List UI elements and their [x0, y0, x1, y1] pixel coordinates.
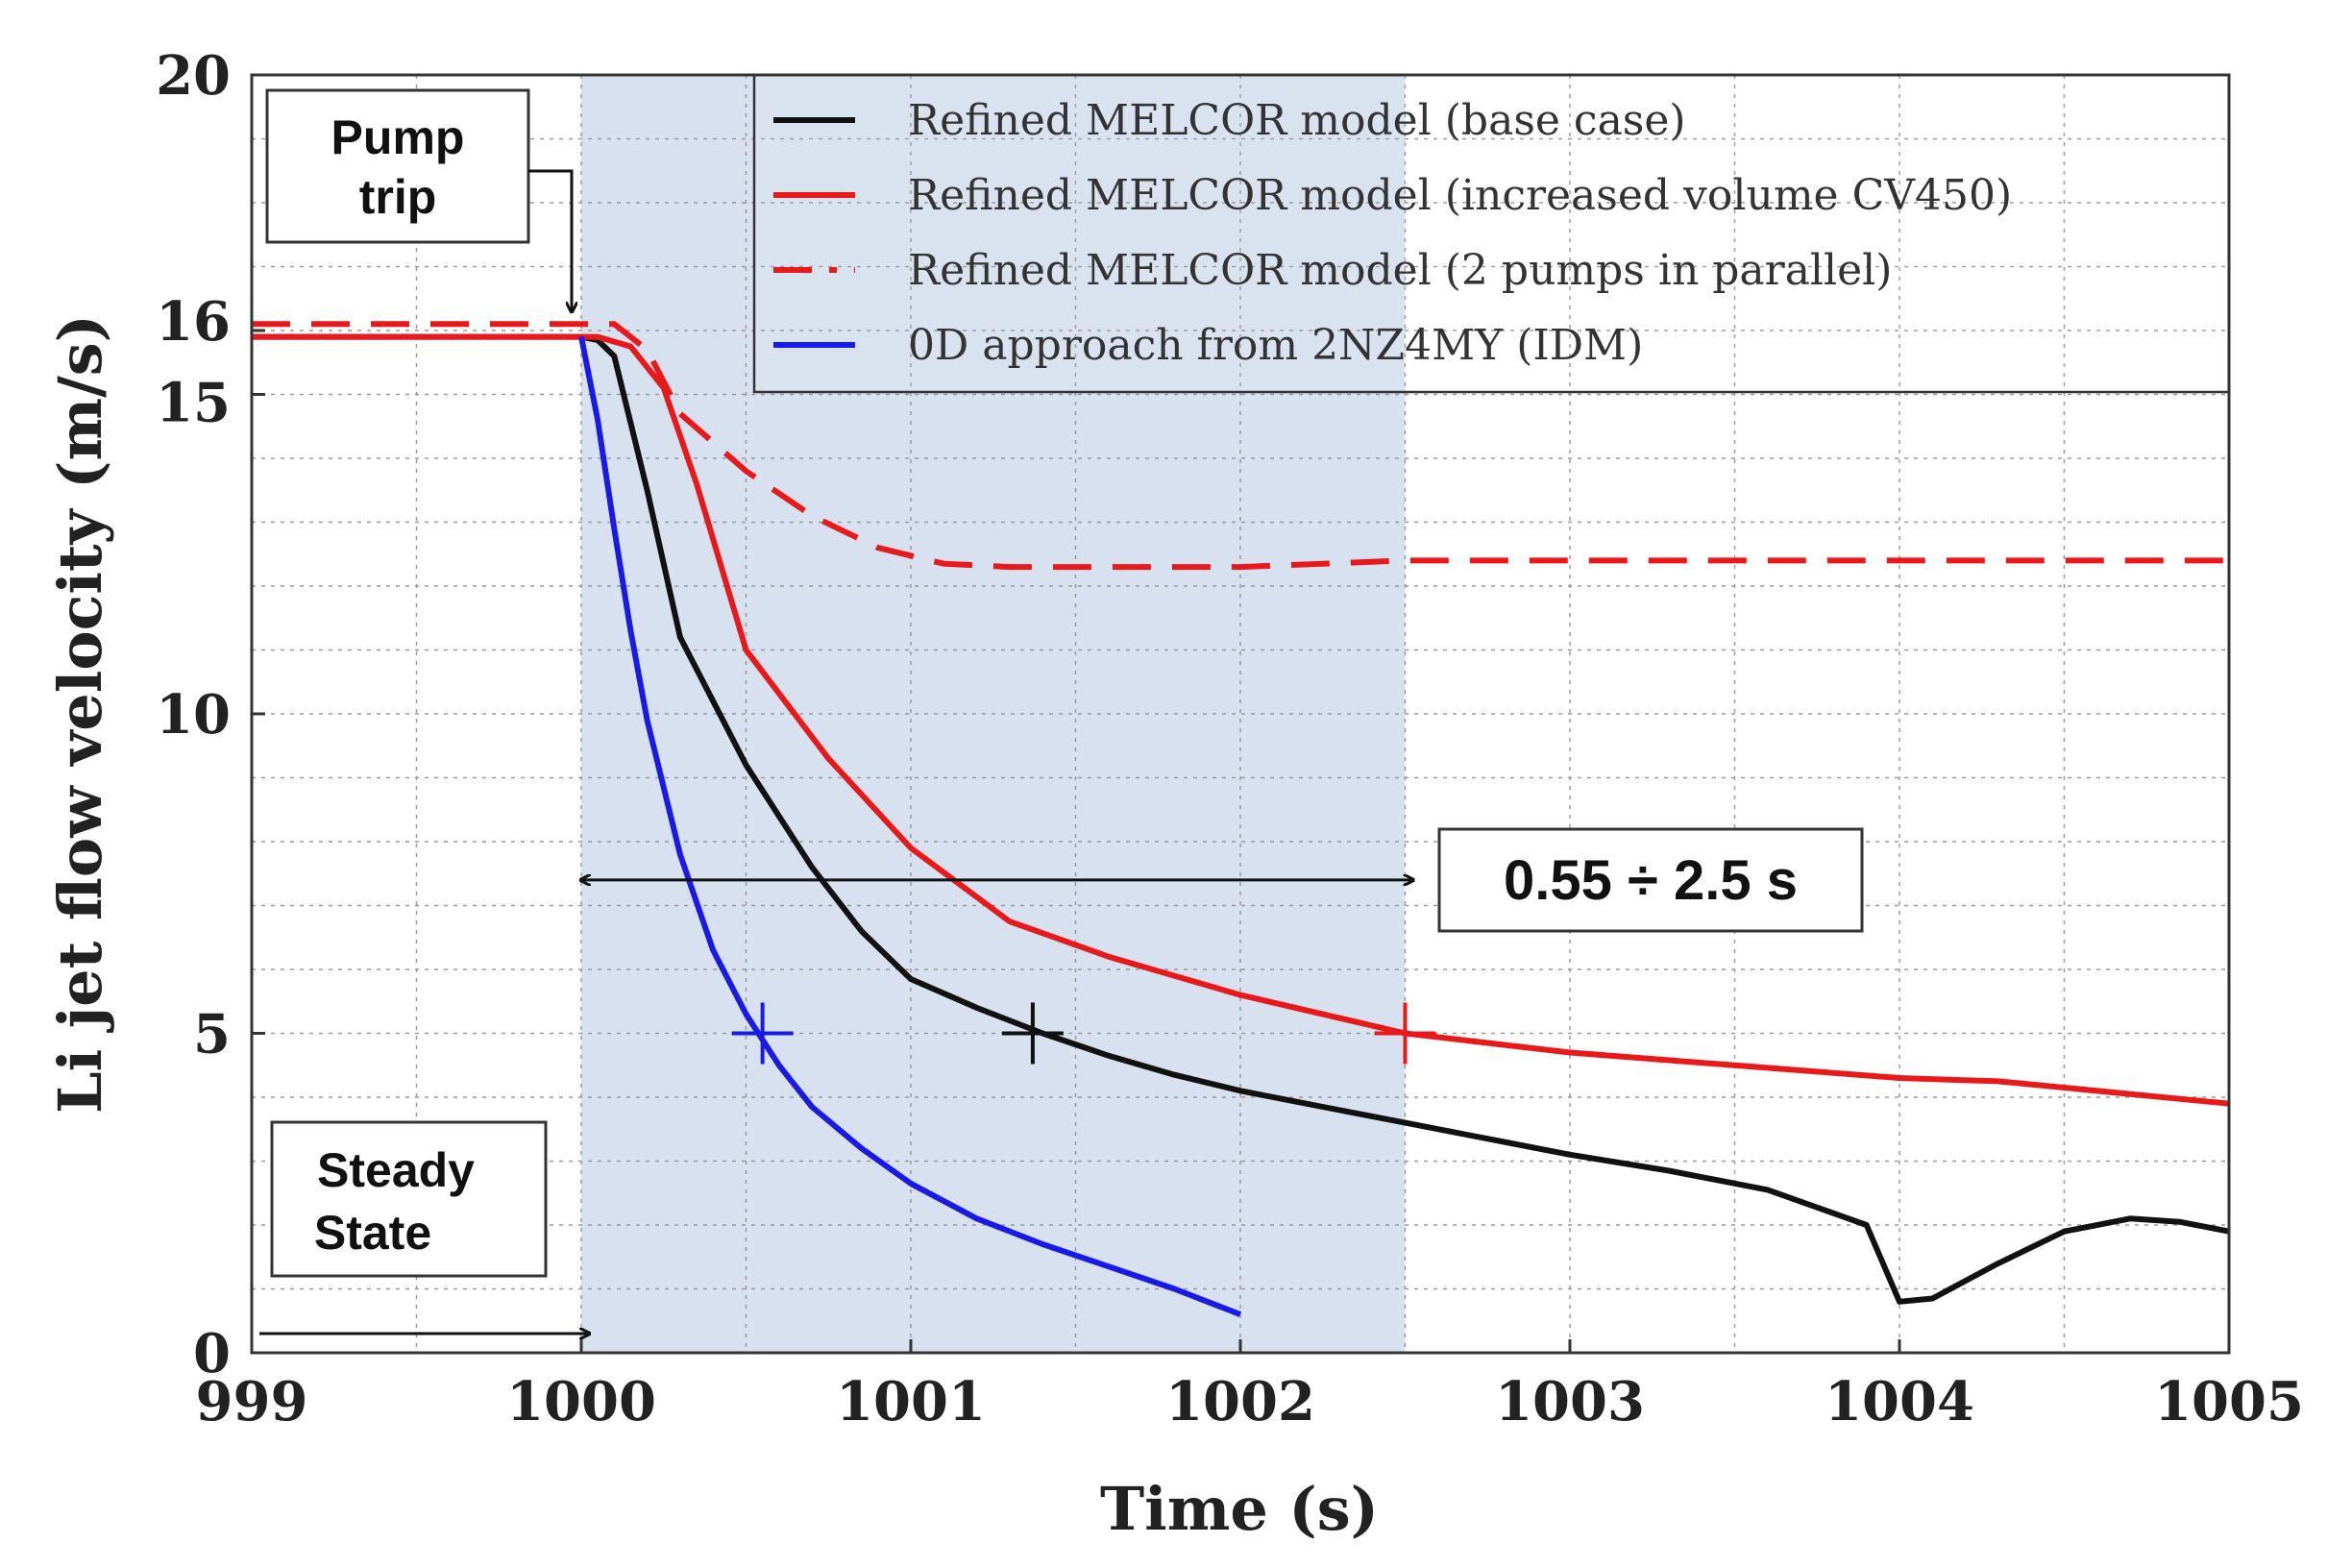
x-tick-label: 1005 [2154, 1370, 2304, 1433]
x-tick-label: 999 [196, 1370, 308, 1433]
steady-state-box [270, 1120, 548, 1278]
range-annotation: 0.55 ÷ 2.5 s [581, 827, 1864, 933]
legend-label-0d-approach: 0D approach from 2NZ4MY (IDM) [908, 321, 1643, 370]
x-tick-label: 1001 [836, 1370, 986, 1433]
pump-trip-annotation: Pump trip [265, 88, 572, 311]
series-line-3 [578, 336, 1242, 1317]
legend-label-two-pumps: Refined MELCOR model (2 pumps in paralle… [908, 246, 1892, 295]
y-tick-label: 20 [156, 44, 231, 108]
x-axis-title: Time (s) [1100, 1474, 1379, 1544]
y-tick-label: 0 [193, 1322, 231, 1385]
legend: Refined MELCOR model (base case) Refined… [752, 73, 2231, 394]
y-axis-title: Li jet flow velocity (m/s) [45, 314, 115, 1114]
pump-trip-line1: Pump [331, 110, 465, 164]
y-tick-label: 16 [156, 290, 231, 354]
x-tick-label: 1004 [1825, 1370, 1974, 1433]
steady-state-line1: Steady [317, 1143, 475, 1197]
range-label: 0.55 ÷ 2.5 s [1504, 849, 1798, 912]
legend-label-base-case: Refined MELCOR model (base case) [908, 96, 1686, 145]
pump-trip-box [265, 88, 530, 244]
pump-trip-arrow [528, 169, 572, 311]
x-tick-label: 1002 [1165, 1370, 1315, 1433]
y-tick-label: 5 [193, 1003, 231, 1066]
legend-label-increased-volume: Refined MELCOR model (increased volume C… [908, 171, 2012, 220]
steady-state-annotation: Steady State [259, 1120, 589, 1334]
y-tick-label: 15 [156, 372, 231, 435]
legend-box [752, 73, 2231, 394]
steady-state-line2: State [314, 1206, 431, 1260]
y-tick-label: 10 [156, 683, 231, 747]
pump-trip-line2: trip [359, 170, 437, 224]
range-box [1437, 827, 1864, 933]
x-tick-label: 1000 [506, 1370, 656, 1433]
x-tick-label: 1003 [1495, 1370, 1645, 1433]
series-line-0 [252, 333, 2229, 1305]
markers-layer [731, 1002, 1436, 1065]
grid [251, 74, 2230, 1354]
series-line-2 [252, 321, 2229, 571]
series-layer [252, 321, 2229, 1317]
ticks-layer: 999 1000 1001 1002 1003 1004 1005 0 5 10 15 16 20 [156, 44, 2304, 1433]
